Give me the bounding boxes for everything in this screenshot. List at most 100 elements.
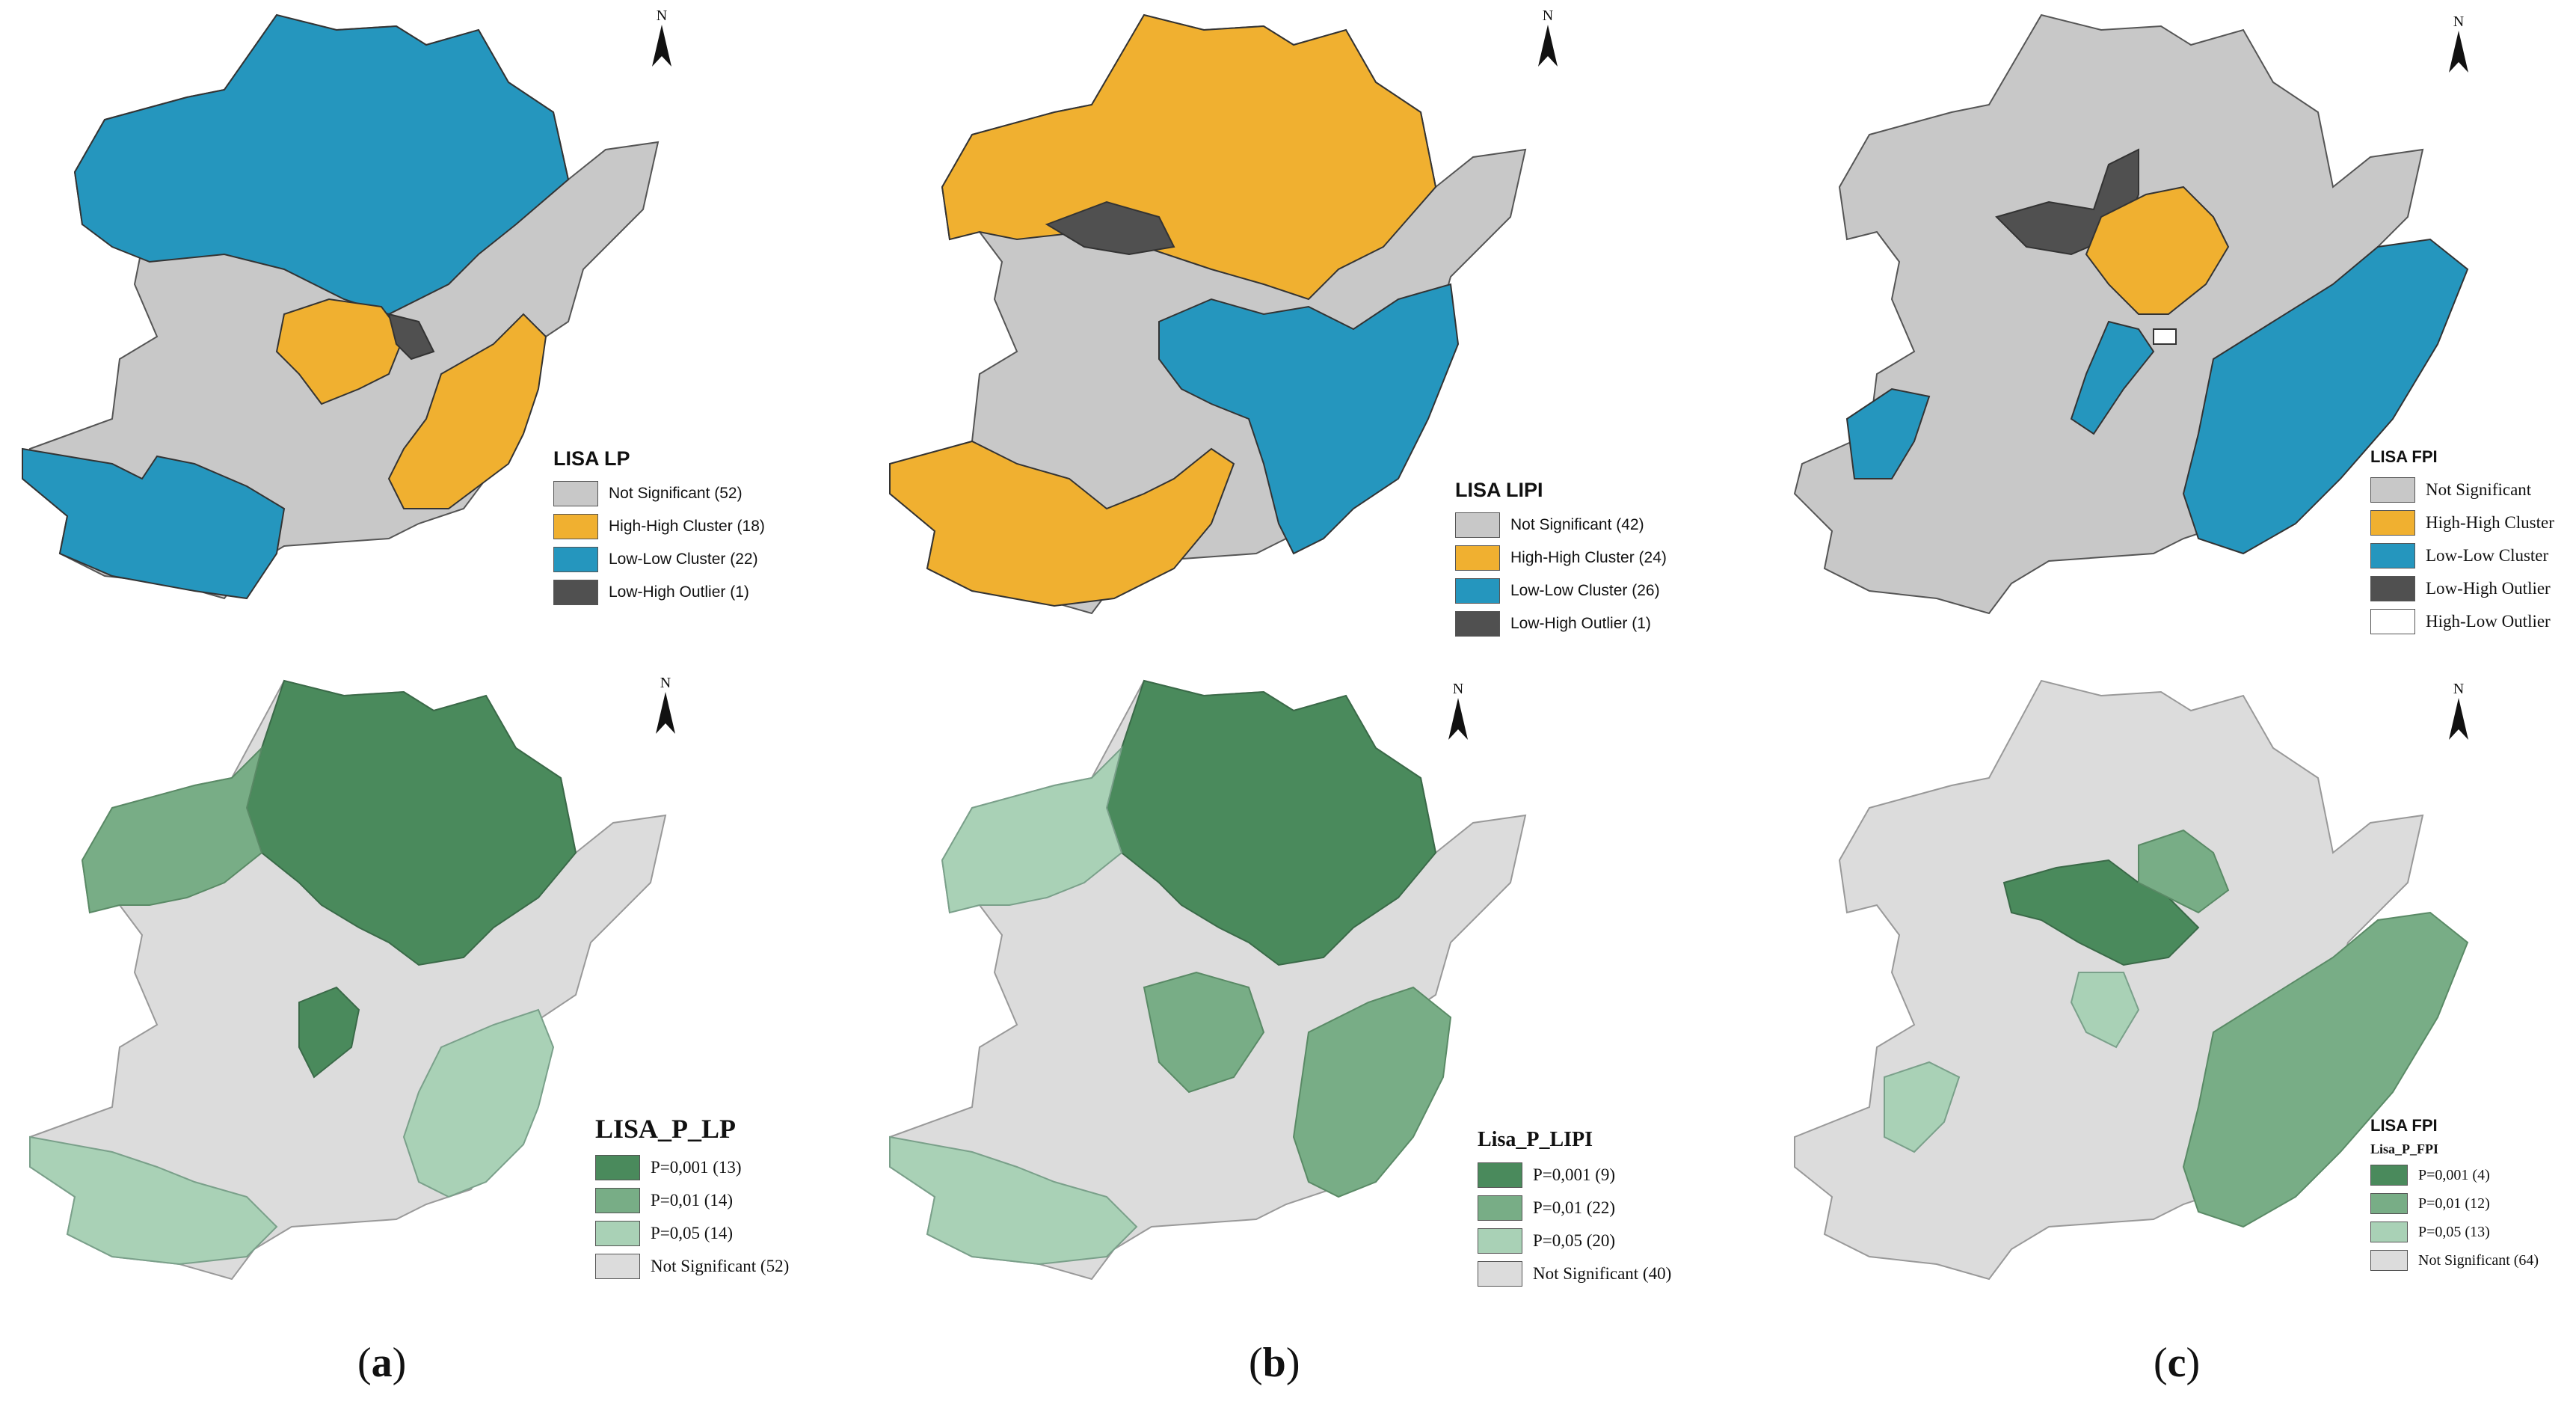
legend-label: P=0,01 (22) [1533, 1198, 1616, 1217]
map-region-high-high-cluster [2085, 186, 2230, 315]
map-region-low-low-cluster [73, 13, 570, 316]
map-region-p-0-01 [2138, 829, 2230, 914]
map-region-high-high-cluster [275, 298, 405, 405]
legend-item: Not Significant (52) [553, 481, 765, 506]
map-region-p-0-01 [81, 745, 263, 914]
legend-item: Not Significant [2370, 477, 2554, 503]
legend-swatch [2370, 609, 2415, 634]
legend-swatch [1478, 1228, 1522, 1254]
legend-title: LISA FPI [2370, 447, 2438, 466]
north-arrow-icon [1538, 25, 1558, 67]
legend-label: Not Significant (52) [651, 1257, 790, 1275]
legend-title: LISA FPI [2370, 1116, 2438, 1135]
map-region-low-low-west [1845, 387, 1931, 479]
legend-label: Low-High Outlier (1) [609, 583, 749, 601]
legend-item: Not Significant (52) [595, 1254, 789, 1279]
significance-map-lisa-p-lp [29, 679, 667, 1281]
legend-lisa-lipi: LISA LIPI Not Significant (42) High-High… [1455, 479, 1667, 644]
map-region-p-0-01-centre [1143, 971, 1265, 1094]
map-region-p-0-01-east [1292, 986, 1452, 1198]
caption-close: ) [2186, 1340, 2201, 1386]
choropleth-map-lisa-lp [21, 13, 660, 600]
legend-item: P=0,05 (20) [1478, 1228, 1671, 1254]
legend-item: High-High Cluster (18) [553, 514, 765, 539]
legend-item: High-High Cluster [2370, 510, 2554, 536]
legend-label: P=0,05 (14) [651, 1224, 734, 1242]
legend-lisa-fpi: LISA FPI Not Significant High-High Clust… [2370, 447, 2554, 642]
legend-swatch [2370, 576, 2415, 601]
map-region-p-0-05-centre [2070, 972, 2140, 1049]
caption-letter: b [1262, 1340, 1286, 1386]
legend-label: High-High Cluster (18) [609, 518, 765, 535]
map-region-low-low-cluster [2070, 320, 2155, 435]
north-arrow-icon [2449, 31, 2468, 73]
legend-item: Low-High Outlier (1) [553, 580, 765, 605]
caption-open: ( [1249, 1340, 1263, 1386]
map-region-p-0-001 [245, 679, 577, 966]
caption-open: ( [357, 1340, 372, 1386]
legend-swatch [1455, 578, 1500, 604]
legend-label: P=0,01 (12) [2418, 1195, 2490, 1212]
map-panel-lisa-fpi: N LISA FPI Not Significant High-High Clu… [1720, 0, 2576, 651]
choropleth-map-lisa-fpi [1793, 13, 2469, 615]
legend-item: Low-Low Cluster (26) [1455, 578, 1667, 604]
legend-item: Not Significant (42) [1455, 512, 1667, 538]
legend-item: P=0,01 (12) [2370, 1193, 2539, 1214]
legend-label: High-Low Outlier [2426, 612, 2551, 631]
north-arrow-icon [1448, 698, 1468, 740]
legend-item: P=0,001 (4) [2370, 1165, 2539, 1186]
legend-swatch [1478, 1162, 1522, 1188]
map-region-low-high-outlier [387, 313, 435, 361]
north-arrow: N [2444, 681, 2474, 747]
legend-label: Not Significant (40) [1533, 1264, 1672, 1283]
legend-item: Low-Low Cluster (22) [553, 547, 765, 572]
map-panel-lisa-p-lp: N LISA_P_LP P=0,001 (13) P=0,01 (14) P=0… [0, 658, 858, 1317]
caption-b: (b) [1249, 1339, 1300, 1387]
legend-label: P=0,001 (9) [1533, 1165, 1616, 1184]
north-label: N [656, 7, 668, 24]
map-region-p-0-05-west [941, 745, 1123, 914]
caption-close: ) [1285, 1340, 1300, 1386]
legend-label: Low-Low Cluster (26) [1510, 582, 1660, 599]
north-arrow: N [2444, 13, 2474, 79]
map-region-not-significant [1793, 13, 2424, 615]
significance-map-lisa-p-lipi [889, 679, 1527, 1281]
map-region-low-low-southwest [22, 447, 286, 600]
legend-swatch [553, 481, 598, 506]
legend-lisa-p-fpi: LISA FPI Lisa_P_FPI P=0,001 (4) P=0,01 (… [2370, 1116, 2539, 1278]
caption-close: ) [392, 1340, 407, 1386]
legend-label: Not Significant (52) [609, 485, 743, 502]
north-arrow-icon [652, 25, 671, 67]
legend-swatch [1455, 512, 1500, 538]
legend-item: Low-High Outlier (1) [1455, 611, 1667, 637]
map-panel-lisa-lp: N LISA LP Not Significant (52) High-High… [0, 0, 858, 651]
north-label: N [1542, 7, 1554, 24]
map-region-high-high-southwest [889, 440, 1235, 607]
map-region-p-0-001-centre [298, 986, 360, 1079]
legend-swatch [1455, 611, 1500, 637]
north-label: N [2453, 681, 2465, 697]
map-region-p-0-05-east [402, 1008, 555, 1198]
legend-label: Low-Low Cluster [2426, 546, 2549, 565]
legend-swatch [595, 1155, 640, 1180]
legend-label: P=0,01 (14) [651, 1191, 734, 1210]
legend-label: Not Significant [2426, 480, 2532, 499]
legend-swatch [1455, 545, 1500, 571]
legend-swatch [2370, 1222, 2408, 1242]
legend-swatch [2370, 477, 2415, 503]
north-arrow: N [1443, 681, 1473, 747]
legend-swatch [2370, 1165, 2408, 1186]
caption-letter: a [371, 1340, 393, 1386]
north-arrow: N [647, 7, 677, 73]
legend-label: Low-High Outlier [2426, 579, 2551, 598]
north-label: N [660, 675, 671, 691]
legend-swatch [2370, 1250, 2408, 1271]
legend-label: Not Significant (42) [1510, 516, 1644, 533]
legend-lisa-p-lp: LISA_P_LP P=0,001 (13) P=0,01 (14) P=0,0… [595, 1113, 789, 1287]
legend-item: High-High Cluster (24) [1455, 545, 1667, 571]
legend-swatch [553, 580, 598, 605]
legend-item: P=0,01 (14) [595, 1188, 789, 1213]
map-region-high-high-east [387, 313, 547, 509]
legend-label: P=0,001 (13) [651, 1158, 742, 1177]
legend-item: P=0,05 (14) [595, 1221, 789, 1246]
